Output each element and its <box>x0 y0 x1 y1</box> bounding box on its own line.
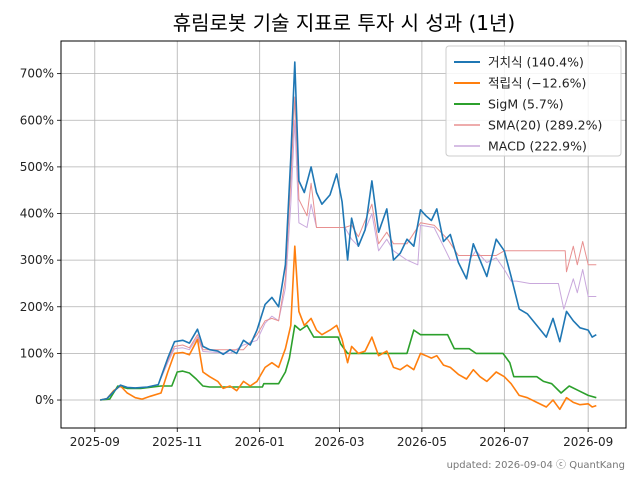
x-axis: 2025-09 2025-11 2026-01 2026-03 2026-05 2026-… <box>70 428 613 449</box>
y-axis: 0% 100% 200% 300% 400% 500% 600% 700% <box>20 67 61 407</box>
y-tick-label: 0% <box>35 393 54 407</box>
x-tick-label: 2026-07 <box>479 435 529 449</box>
x-tick-label: 2026-09 <box>563 435 613 449</box>
x-tick-label: 2026-05 <box>397 435 447 449</box>
x-tick-label: 2026-03 <box>314 435 364 449</box>
series-line-2 <box>100 324 597 401</box>
legend-entry: SigM (5.7%) <box>488 97 564 112</box>
series-line-0 <box>100 61 597 401</box>
y-tick-label: 100% <box>20 346 54 360</box>
series-line-1 <box>100 245 597 411</box>
footer-credit: updated: 2026-09-04 ⓒ QuantKang <box>447 459 625 471</box>
y-tick-label: 500% <box>20 160 54 174</box>
legend-entry: MACD (222.9%) <box>488 139 587 154</box>
y-tick-label: 200% <box>20 300 54 314</box>
legend: 거치식 (140.4%) 적립식 (−12.6%) SigM (5.7%) SMA(2… <box>445 45 622 157</box>
legend-entry: 적립식 (−12.6%) <box>488 76 586 91</box>
legend-entry: 거치식 (140.4%) <box>488 55 584 70</box>
y-tick-label: 400% <box>20 207 54 221</box>
y-tick-label: 300% <box>20 253 54 267</box>
x-tick-label: 2026-01 <box>235 435 285 449</box>
y-tick-label: 600% <box>20 113 54 127</box>
legend-box <box>445 45 622 157</box>
legend-entry: SMA(20) (289.2%) <box>488 118 602 133</box>
x-tick-label: 2025-11 <box>152 435 202 449</box>
x-tick-label: 2025-09 <box>70 435 120 449</box>
y-tick-label: 700% <box>20 67 54 81</box>
chart-title: 휴림로봇 기술 지표로 투자 시 성과 (1년) <box>173 11 515 35</box>
plot-frame <box>60 40 627 429</box>
plot-area <box>100 61 597 411</box>
